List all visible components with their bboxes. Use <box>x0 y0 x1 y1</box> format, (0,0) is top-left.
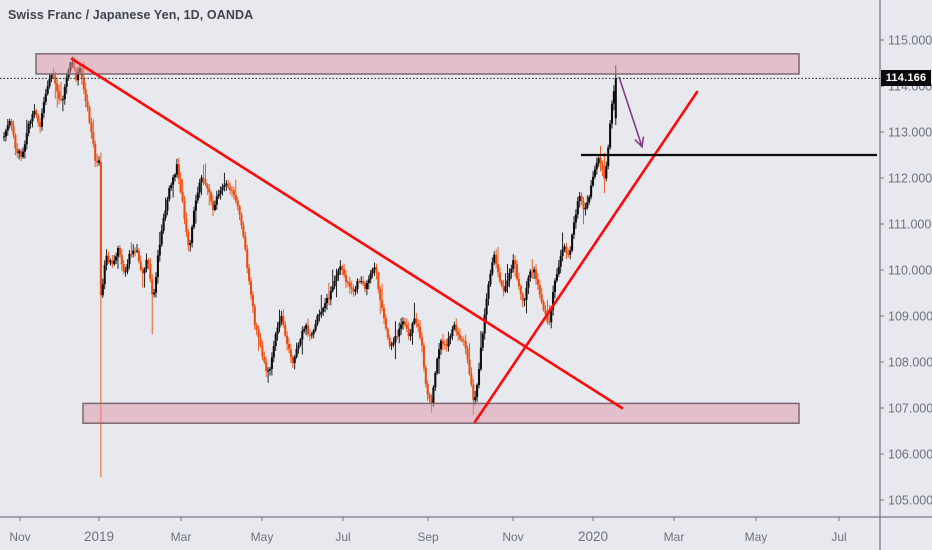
time-scale-labels: Nov 2019 Mar May Jul Sep Nov 2020 Mar May Jul <box>9 517 847 544</box>
descending-trendline[interactable] <box>70 57 624 410</box>
symbol-title: Swiss Franc / Japanese Yen, 1D, OANDA <box>8 8 254 22</box>
svg-text:107.000: 107.000 <box>888 402 932 416</box>
price-scale-labels: 115.000114.000113.000112.000111.000110.0… <box>880 34 932 508</box>
down-arrow[interactable] <box>618 76 645 149</box>
time-axis[interactable] <box>0 517 932 550</box>
svg-text:110.000: 110.000 <box>888 264 932 278</box>
ascending-trendline[interactable] <box>473 90 699 424</box>
svg-text:Mar: Mar <box>664 530 685 544</box>
svg-text:Nov: Nov <box>502 530 523 544</box>
last-price-label: 114.166 <box>881 70 931 86</box>
supply-zone[interactable] <box>35 53 800 75</box>
candles <box>2 56 617 477</box>
svg-text:2019: 2019 <box>84 529 114 544</box>
svg-text:2020: 2020 <box>578 529 608 544</box>
svg-text:106.000: 106.000 <box>888 448 932 462</box>
svg-text:109.000: 109.000 <box>888 310 932 324</box>
svg-text:111.000: 111.000 <box>888 218 931 232</box>
svg-text:115.000: 115.000 <box>888 34 932 48</box>
svg-text:113.000: 113.000 <box>888 126 932 140</box>
svg-text:108.000: 108.000 <box>888 356 932 370</box>
svg-text:May: May <box>251 530 274 544</box>
svg-text:Jul: Jul <box>335 530 350 544</box>
svg-text:Jul: Jul <box>831 530 846 544</box>
svg-text:Nov: Nov <box>9 530 30 544</box>
svg-text:Sep: Sep <box>417 530 439 544</box>
svg-text:May: May <box>745 530 768 544</box>
svg-text:105.000: 105.000 <box>888 494 932 508</box>
demand-zone[interactable] <box>82 402 800 424</box>
price-axis[interactable] <box>880 0 932 517</box>
svg-text:Mar: Mar <box>171 530 192 544</box>
svg-text:112.000: 112.000 <box>888 172 932 186</box>
